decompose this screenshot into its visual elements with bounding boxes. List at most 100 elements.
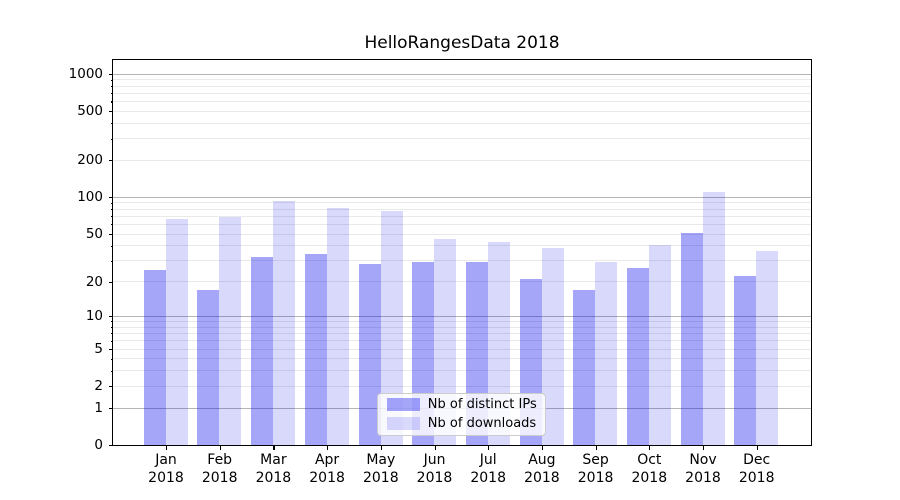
y-tick-label: 20 [85, 273, 103, 290]
x-tick-label: Sep 2018 [564, 451, 628, 487]
x-tick [380, 445, 382, 450]
bar-downloads-apr [326, 208, 349, 445]
y-tick [108, 445, 113, 447]
minor-gridline [112, 92, 811, 94]
bar-downloads-may [380, 211, 403, 445]
y-minor-tick [110, 202, 113, 204]
minor-gridline [112, 260, 811, 262]
x-tick-label: Dec 2018 [725, 451, 789, 487]
y-minor-tick [110, 321, 113, 323]
x-label-year: 2018 [309, 470, 345, 486]
bar-distinct-ips-mar [251, 256, 274, 445]
minor-gridline [112, 333, 811, 335]
x-label-month: Oct [637, 452, 662, 468]
y-minor-tick [110, 327, 113, 329]
minor-gridline [112, 348, 811, 350]
x-label-month: Feb [207, 452, 233, 468]
minor-gridline [112, 385, 811, 387]
y-tick-label: 500 [77, 103, 103, 120]
y-tick-label: 100 [77, 189, 103, 206]
y-minor-tick [110, 93, 113, 95]
x-tick [649, 445, 651, 450]
x-tick [703, 445, 705, 450]
y-tick [108, 316, 113, 318]
x-tick [434, 445, 436, 450]
y-tick [108, 348, 113, 350]
x-tick [327, 445, 329, 450]
minor-gridline [112, 202, 811, 204]
y-tick-label: 1 [94, 399, 103, 416]
minor-gridline [112, 79, 811, 81]
x-tick [595, 445, 597, 450]
x-label-month: Aug [528, 452, 556, 468]
y-tick [108, 233, 113, 235]
y-tick [108, 386, 113, 388]
y-minor-tick [110, 333, 113, 335]
x-label-month: Sep [582, 452, 609, 468]
x-tick-label: Feb 2018 [188, 451, 252, 487]
x-label-year: 2018 [685, 470, 721, 486]
y-tick-label: 2 [94, 378, 103, 394]
x-label-year: 2018 [524, 470, 560, 486]
minor-gridline [112, 281, 811, 283]
minor-gridline [112, 101, 811, 103]
x-label-year: 2018 [416, 470, 453, 486]
x-label-year: 2018 [577, 470, 614, 486]
x-label-month: Jun [423, 452, 446, 468]
bar-downloads-sep [595, 262, 618, 445]
y-minor-tick [110, 260, 113, 262]
minor-gridline [112, 122, 811, 124]
x-label-month: May [366, 452, 396, 468]
legend: Nb of distinct IPs Nb of downloads [376, 392, 546, 436]
plot-area: Nb of distinct IPs Nb of downloads [111, 58, 812, 446]
x-label-month: Dec [743, 452, 771, 468]
legend-item-downloads: Nb of downloads [386, 416, 545, 432]
bar-distinct-ips-nov [680, 232, 703, 445]
y-minor-tick [110, 209, 113, 211]
x-tick [756, 445, 758, 450]
minor-gridline [112, 370, 811, 372]
x-tick-label: Nov 2018 [671, 451, 735, 487]
y-minor-tick [110, 216, 113, 218]
minor-gridline [112, 340, 811, 342]
chart-title: HelloRangesData 2018 [364, 33, 560, 53]
y-tick [108, 281, 113, 283]
x-label-year: 2018 [470, 470, 506, 486]
y-tick [108, 160, 113, 162]
x-label-year: 2018 [362, 470, 399, 486]
bar-downloads-oct [649, 245, 672, 445]
minor-gridline [112, 138, 811, 140]
x-tick-label: May 2018 [349, 451, 413, 487]
y-tick [108, 74, 113, 76]
bar-downloads-dec [756, 250, 779, 445]
y-minor-tick [110, 79, 113, 81]
legend-swatch-downloads [386, 417, 420, 431]
x-tick-label: Apr 2018 [295, 451, 359, 487]
x-label-month: Apr [314, 452, 340, 468]
x-tick [166, 445, 168, 450]
x-label-month: Jan [155, 452, 177, 468]
y-tick-label: 0 [94, 437, 103, 453]
y-tick [108, 197, 113, 199]
x-label-month: Mar [260, 452, 287, 468]
legend-label-distinct-ips: Nb of distinct IPs [427, 396, 537, 412]
minor-gridline [112, 223, 811, 225]
y-minor-tick [110, 101, 113, 103]
x-tick-label: Jan 2018 [134, 451, 198, 487]
x-tick [488, 445, 490, 450]
minor-gridline [112, 358, 811, 360]
major-gridline [112, 315, 811, 317]
x-tick-label: Jun 2018 [403, 451, 467, 487]
y-tick [108, 407, 113, 409]
bar-distinct-ips-dec [734, 276, 757, 445]
y-minor-tick [110, 370, 113, 372]
x-label-year: 2018 [631, 470, 668, 486]
y-tick [108, 111, 113, 113]
y-minor-tick [110, 85, 113, 88]
bar-downloads-jan [165, 218, 188, 445]
minor-gridline [112, 321, 811, 323]
x-tick [219, 445, 221, 450]
y-tick-label: 1000 [68, 66, 103, 82]
y-minor-tick [110, 245, 113, 247]
